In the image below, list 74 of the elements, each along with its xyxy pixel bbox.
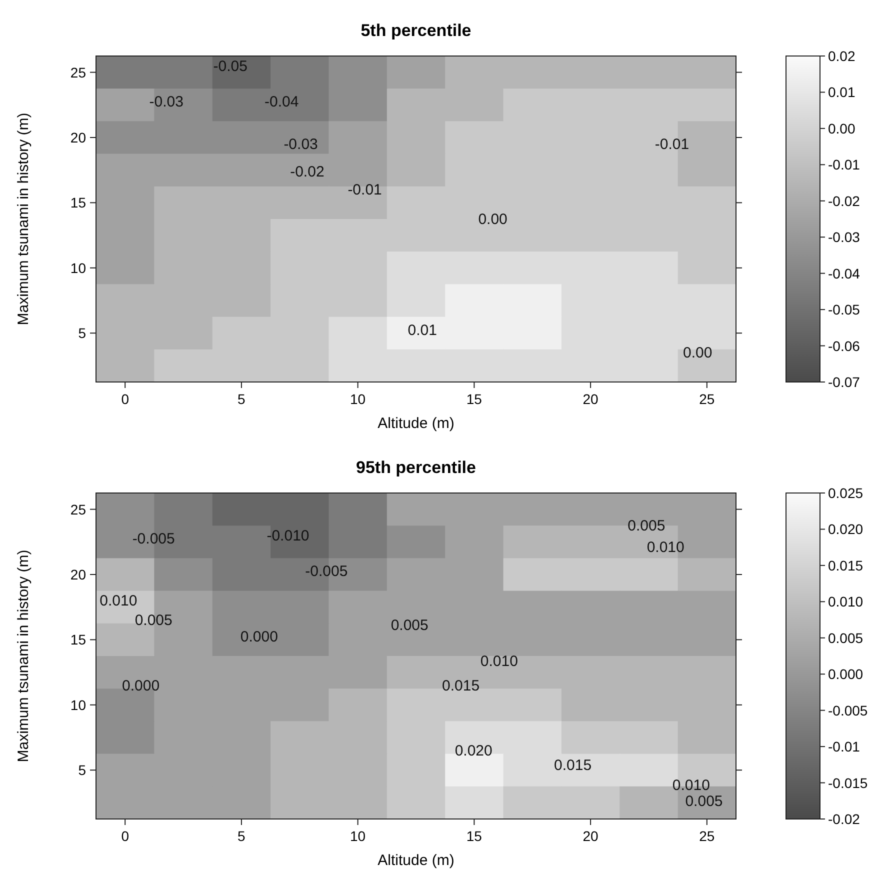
x-tick-label: 25 (699, 828, 715, 844)
color-bar-label: -0.03 (828, 229, 860, 246)
annotation: 0.000 (240, 628, 278, 646)
x-tick-label: 10 (350, 391, 366, 407)
y-axis-title: Maximum tsunami in history (m) (15, 550, 32, 762)
color-bar-label: -0.06 (828, 338, 860, 354)
y-tick-label: 20 (70, 566, 86, 582)
y-tick-label: 20 (70, 130, 86, 146)
color-bar-label: 0.00 (828, 120, 856, 136)
color-bar-label: -0.005 (828, 702, 868, 718)
color-bar-label: 0.025 (828, 485, 864, 501)
annotation: -0.02 (290, 164, 324, 181)
color-bar-label: 0.000 (828, 666, 864, 682)
color-bar-label: 0.01 (828, 84, 856, 100)
chart-title: 95th percentile (356, 458, 476, 477)
y-tick-label: 10 (70, 260, 86, 276)
annotation: 0.015 (554, 757, 592, 774)
color-bar-label: 0.020 (828, 521, 864, 538)
color-bar-label: -0.07 (828, 374, 860, 390)
x-tick-label: 10 (350, 828, 366, 844)
x-tick-label: 15 (466, 391, 482, 407)
color-bar-label: 0.015 (828, 557, 864, 574)
y-tick-label: 10 (70, 696, 86, 713)
annotation: 0.005 (628, 518, 666, 535)
annotation: -0.010 (266, 527, 310, 544)
color-bar-label: 0.005 (828, 630, 864, 646)
color-bar-label: -0.01 (828, 738, 860, 755)
x-tick-label: 25 (699, 391, 715, 407)
color-bar-label: -0.01 (828, 156, 860, 173)
annotation: 0.00 (478, 211, 508, 228)
annotation: 0.005 (685, 793, 723, 810)
y-tick-label: 25 (70, 64, 86, 80)
x-tick-label: 0 (121, 828, 130, 844)
annotation: 0.005 (390, 617, 428, 634)
chart-title: 5th percentile (360, 21, 472, 40)
x-tick-label: 5 (238, 828, 246, 844)
annotation: 0.005 (134, 612, 172, 630)
y-tick-label: 5 (78, 325, 86, 342)
color-bar-label: -0.02 (828, 811, 860, 827)
color-bar-label: 0.010 (828, 594, 864, 610)
color-bar-label: -0.015 (828, 774, 868, 791)
annotation: 0.010 (672, 776, 710, 794)
annotation: -0.03 (149, 94, 184, 111)
annotation: 0.015 (442, 677, 480, 694)
color-bar-label: -0.05 (828, 302, 860, 318)
x-axis-title: Altitude (m) (378, 852, 454, 869)
annotation: 0.01 (408, 322, 437, 339)
annotation: 0.020 (454, 742, 492, 760)
annotation: -0.01 (654, 136, 690, 154)
color-bar-label: -0.02 (828, 192, 860, 209)
y-tick-label: 25 (70, 501, 86, 518)
x-tick-label: 20 (582, 828, 599, 844)
annotation: -0.005 (305, 563, 348, 580)
y-tick-label: 15 (70, 194, 86, 211)
annotation: -0.05 (213, 58, 248, 75)
annotation: -0.005 (132, 530, 175, 548)
annotation: -0.03 (284, 136, 318, 154)
color-bar-label: -0.04 (828, 265, 860, 282)
y-tick-label: 5 (78, 762, 86, 778)
annotation: 0.00 (683, 344, 712, 362)
x-axis-title: Altitude (m) (378, 415, 454, 432)
x-tick-label: 5 (238, 391, 246, 407)
annotation: 0.000 (122, 677, 160, 694)
x-tick-label: 0 (121, 391, 130, 407)
annotation: 0.010 (100, 592, 138, 610)
color-bar-label: 0.02 (828, 48, 856, 64)
annotation: 0.010 (480, 652, 518, 670)
y-axis-title: Maximum tsunami in history (m) (15, 112, 32, 326)
annotation: -0.01 (348, 182, 382, 199)
x-tick-label: 15 (466, 828, 482, 844)
y-tick-label: 15 (70, 632, 86, 648)
x-tick-label: 20 (582, 391, 599, 407)
annotation: -0.04 (264, 94, 299, 111)
annotation: 0.010 (646, 538, 684, 556)
